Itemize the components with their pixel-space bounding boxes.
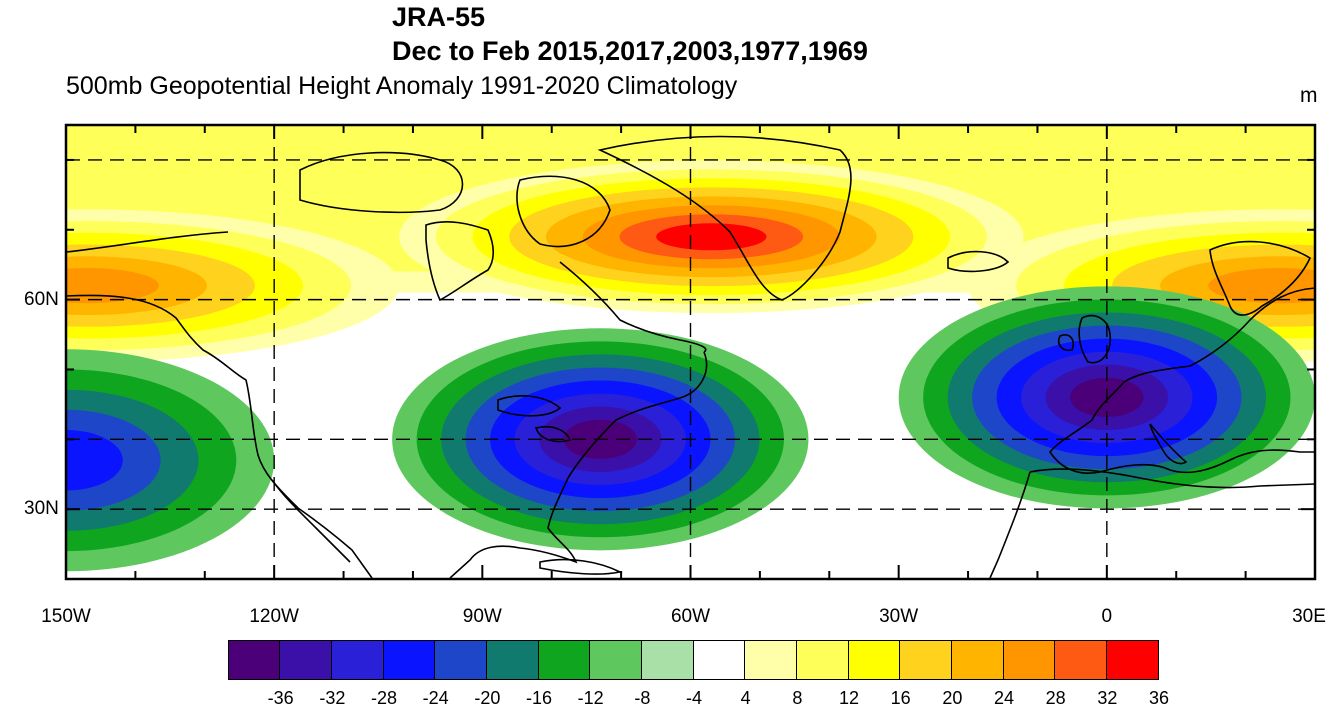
colorbar-label: -4 bbox=[685, 688, 703, 708]
coastline-scandinavia bbox=[1209, 240, 1312, 316]
coastline-british-isles bbox=[1057, 314, 1112, 364]
coastline-great-lakes bbox=[497, 395, 572, 443]
coastline-cuba bbox=[539, 558, 623, 575]
colorbar-box bbox=[692, 640, 746, 680]
lon-label: 30E bbox=[1292, 606, 1326, 627]
colorbar-label: 16 bbox=[890, 688, 911, 708]
lon-label: 60W bbox=[670, 606, 711, 627]
colorbar-box bbox=[382, 640, 436, 680]
coastline-na-east bbox=[449, 351, 708, 579]
coastline-europe bbox=[1049, 287, 1315, 474]
colorbar-label: 32 bbox=[1097, 688, 1118, 708]
coastline-labrador bbox=[559, 261, 707, 353]
colorbar-box bbox=[899, 640, 953, 680]
graticule bbox=[66, 125, 1315, 579]
coastline-arctic-islands bbox=[299, 151, 464, 214]
colorbar-box bbox=[330, 640, 385, 680]
colorbar-box bbox=[485, 640, 540, 680]
lon-label: 120W bbox=[249, 606, 299, 627]
colorbar-label: -12 bbox=[577, 688, 604, 708]
colorbar-label: -36 bbox=[267, 688, 294, 708]
coastline-alaska-north bbox=[66, 231, 229, 253]
colorbar-box bbox=[744, 640, 798, 680]
coastline-africa bbox=[989, 468, 1315, 579]
colorbar-box bbox=[1105, 640, 1160, 680]
coastline-baja bbox=[271, 479, 351, 563]
colorbar-box bbox=[795, 640, 850, 680]
coastline-na-west bbox=[66, 294, 373, 579]
colorbar bbox=[227, 640, 1160, 680]
colorbar-box bbox=[537, 640, 591, 680]
colorbar-label: 20 bbox=[942, 688, 963, 708]
colorbar-label: -32 bbox=[319, 688, 346, 708]
lon-label: 150W bbox=[41, 606, 91, 627]
colorbar-label: 8 bbox=[792, 688, 803, 708]
colorbar-label: 36 bbox=[1148, 688, 1170, 708]
colorbar-box bbox=[1002, 640, 1056, 680]
colorbar-box bbox=[950, 640, 1005, 680]
colorbar-box bbox=[589, 640, 643, 680]
colorbar-box bbox=[640, 640, 695, 680]
colorbar-box bbox=[279, 640, 333, 680]
chart-subtitle: 500mb Geopotential Height Anomaly 1991-2… bbox=[66, 72, 738, 100]
colorbar-label: -8 bbox=[634, 688, 651, 708]
colorbar-label: 4 bbox=[740, 688, 751, 708]
colorbar-label: 12 bbox=[838, 688, 860, 708]
lat-label: 30N bbox=[24, 498, 59, 520]
colorbar-label: -24 bbox=[422, 688, 449, 708]
coastlines bbox=[66, 135, 1315, 579]
colorbar-label: -28 bbox=[370, 688, 398, 708]
anomaly-contour-positive-1-5 bbox=[66, 268, 159, 304]
colorbar-label: -16 bbox=[525, 688, 553, 708]
unit-label: m bbox=[1300, 84, 1318, 107]
lon-label: 0 bbox=[1101, 606, 1113, 627]
colorbar-label: 24 bbox=[993, 688, 1015, 708]
coastline-greenland bbox=[597, 135, 852, 301]
colorbar-box bbox=[227, 640, 281, 680]
chart-period: Dec to Feb 2015,2017,2003,1977,1969 bbox=[392, 36, 868, 66]
anomaly-contour-negative-5-4 bbox=[66, 429, 123, 491]
colorbar-box bbox=[434, 640, 488, 680]
coastline-iceland bbox=[947, 250, 1010, 273]
coastline-baffin bbox=[516, 175, 611, 248]
colorbar-box bbox=[1054, 640, 1108, 680]
colorbar-label: -20 bbox=[474, 688, 501, 708]
anomaly-contour-positive-0-7 bbox=[656, 223, 767, 251]
chart-title: JRA-55 bbox=[392, 2, 486, 32]
lon-label: 30W bbox=[879, 606, 919, 627]
coastline-hudson-bay bbox=[425, 221, 495, 302]
lon-label: 90W bbox=[462, 606, 502, 627]
colorbar-box bbox=[847, 640, 901, 680]
lat-label: 60N bbox=[24, 288, 59, 310]
coastline-italy bbox=[1149, 423, 1188, 465]
colorbar-label: 28 bbox=[1045, 688, 1066, 708]
axis-ticks bbox=[65, 125, 1316, 580]
